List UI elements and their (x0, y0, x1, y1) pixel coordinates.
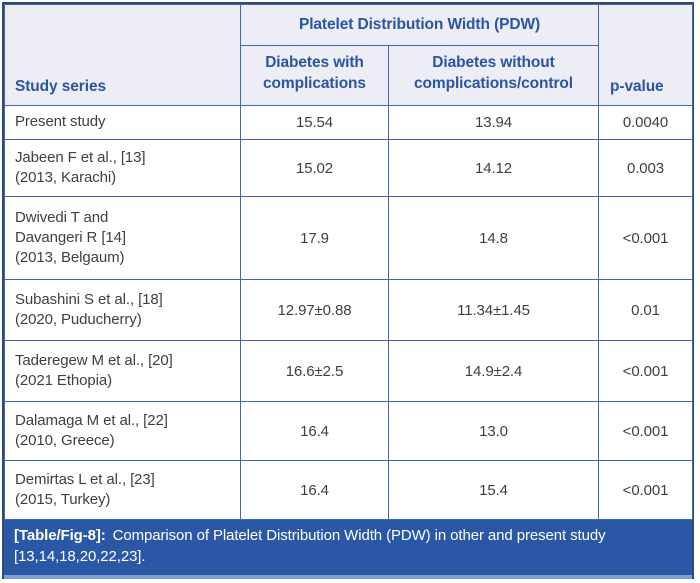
pdw-with-cell: 16.4 (240, 460, 389, 520)
table-body: Present study 15.54 13.94 0.0040 Jabeen … (4, 105, 694, 520)
pdw-comparison-table: Study series Platelet Distribution Width… (4, 4, 694, 520)
pdw-without-cell: 13.0 (387, 401, 600, 461)
pdw-without-cell: 14.8 (387, 196, 600, 280)
caption-text: Comparison of Platelet Distribution Widt… (14, 527, 606, 565)
col-header-study-series: Study series (4, 4, 241, 106)
study-cell: Demirtas L et al., [23] (2015, Turkey) (4, 460, 241, 520)
study-cell: Present study (4, 105, 241, 140)
study-cell: Taderegew M et al., [20] (2021 Ethopia) (4, 340, 241, 402)
study-cell: Dalamaga M et al., [22] (2010, Greece) (4, 401, 241, 461)
p-value-cell: <0.001 (598, 401, 694, 461)
pdw-without-cell: 15.4 (387, 460, 600, 520)
table-row: Jabeen F et al., [13] (2013, Karachi) 15… (4, 139, 694, 197)
p-value-cell: 0.003 (598, 139, 694, 197)
pdw-with-cell: 12.97±0.88 (240, 279, 389, 341)
study-cell: Dwivedi T and Davangeri R [14] (2013, Be… (4, 196, 241, 280)
table-row: Subashini S et al., [18] (2020, Puducher… (4, 279, 694, 341)
study-cell: Jabeen F et al., [13] (2013, Karachi) (4, 139, 241, 197)
pdw-with-cell: 15.02 (240, 139, 389, 197)
col-header-diabetes-with-complications: Diabetes with complications (240, 45, 389, 106)
table-header: Study series Platelet Distribution Width… (4, 4, 694, 106)
pdw-without-cell: 13.94 (387, 105, 600, 140)
p-value-cell: <0.001 (598, 460, 694, 520)
col-header-pdw-group: Platelet Distribution Width (PDW) (239, 4, 600, 46)
pdw-with-cell: 16.6±2.5 (240, 340, 389, 402)
pdw-without-cell: 14.9±2.4 (387, 340, 600, 402)
p-value-cell: 0.01 (598, 279, 694, 341)
table-row: Demirtas L et al., [23] (2015, Turkey) 1… (4, 460, 694, 520)
pdw-with-cell: 15.54 (240, 105, 389, 140)
table-row: Dwivedi T and Davangeri R [14] (2013, Be… (4, 196, 694, 280)
p-value-cell: <0.001 (598, 196, 694, 280)
header-sub-row: Diabetes with complications Diabetes wit… (5, 45, 693, 106)
col-header-p-value: p-value (598, 4, 694, 106)
caption-label: [Table/Fig-8]: (14, 527, 106, 544)
pdw-with-cell: 17.9 (240, 196, 389, 280)
table-row: Taderegew M et al., [20] (2021 Ethopia) … (4, 340, 694, 402)
table-caption: [Table/Fig-8]: Comparison of Platelet Dis… (4, 520, 692, 576)
bottom-accent-strip (4, 575, 692, 580)
p-value-cell: 0.0040 (598, 105, 694, 140)
header-group-row: Study series Platelet Distribution Width… (4, 4, 694, 106)
col-header-diabetes-without-complications: Diabetes without complications/control (387, 45, 600, 106)
study-cell: Subashini S et al., [18] (2020, Puducher… (4, 279, 241, 341)
table-row: Present study 15.54 13.94 0.0040 (4, 105, 694, 140)
p-value-cell: <0.001 (598, 340, 694, 402)
pdw-without-cell: 11.34±1.45 (387, 279, 600, 341)
pdw-with-cell: 16.4 (240, 401, 389, 461)
pdw-without-cell: 14.12 (387, 139, 600, 197)
table-row: Dalamaga M et al., [22] (2010, Greece) 1… (4, 401, 694, 461)
